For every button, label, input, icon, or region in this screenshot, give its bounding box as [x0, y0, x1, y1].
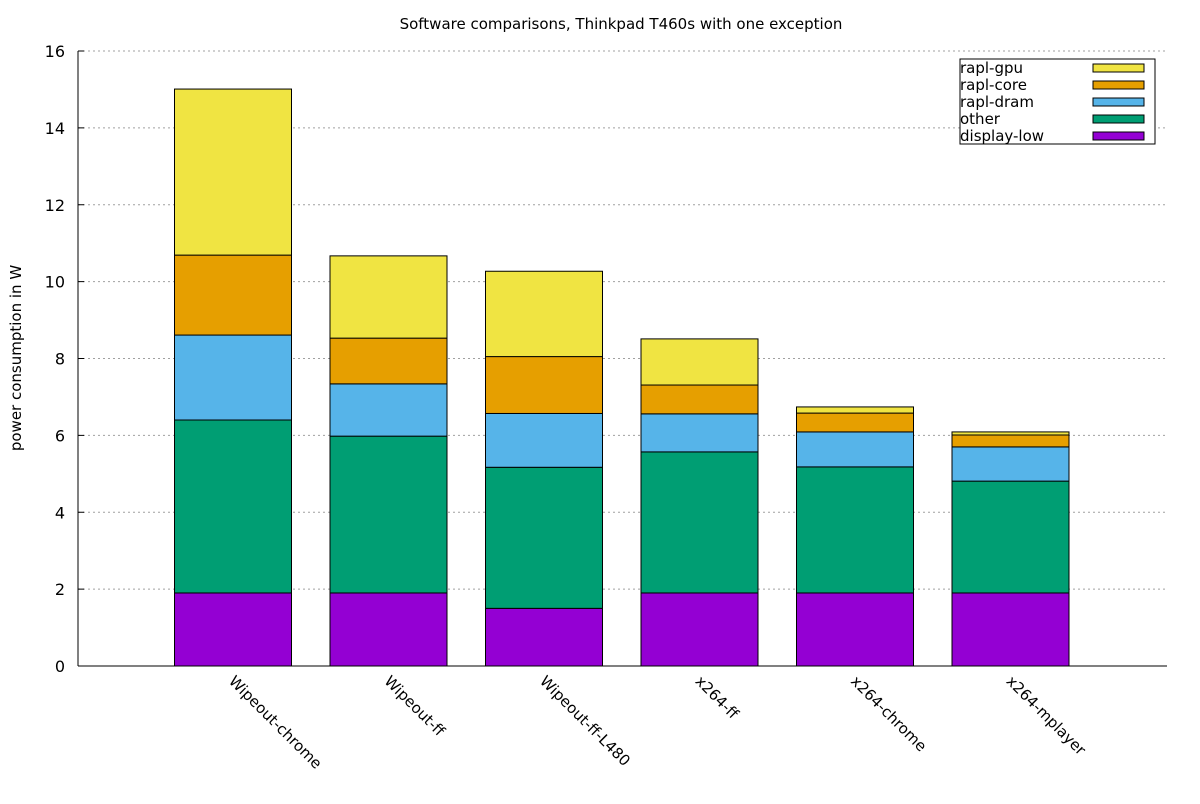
- legend-label: other: [960, 110, 1001, 128]
- bar-segment-rapl-core: [951, 434, 1070, 448]
- bar-segment-display-low: [796, 592, 914, 667]
- chart-title: Software comparisons, Thinkpad T460s wit…: [400, 15, 843, 33]
- bar-segment-rapl-gpu: [174, 88, 292, 256]
- bar-segment-other: [640, 451, 759, 594]
- y-tick-label: 12: [45, 196, 65, 215]
- bar-stack: [329, 255, 448, 667]
- legend-label: display-low: [960, 127, 1044, 145]
- bar-segment-rapl-dram: [174, 334, 292, 421]
- y-tick-label: 4: [55, 503, 65, 522]
- bar-segment-rapl-core: [796, 412, 914, 433]
- x-tick-label: Wipeout-chrome: [225, 672, 325, 772]
- bar-segment-rapl-gpu: [640, 338, 759, 386]
- x-tick-label: x264-chrome: [847, 672, 930, 755]
- x-tick-label: Wipeout-ff-L480: [536, 672, 634, 770]
- bar-segment-rapl-core: [485, 356, 603, 414]
- y-axis-label: power consumption in W: [7, 265, 25, 451]
- legend: rapl-gpurapl-corerapl-dramotherdisplay-l…: [959, 58, 1156, 145]
- bar-segment-rapl-gpu: [796, 406, 914, 414]
- x-axis-ticks: Wipeout-chrome Wipeout-ff Wipeout-ff-L480 x…: [225, 672, 1090, 772]
- bar-segment-rapl-dram: [329, 383, 448, 437]
- y-tick-label: 6: [55, 426, 65, 445]
- bar-segment-display-low: [174, 592, 292, 667]
- bar-segment-other: [329, 435, 448, 594]
- legend-swatch-display-low: [1092, 131, 1145, 141]
- x-tick-label: x264-mplayer: [1003, 672, 1090, 759]
- bar-stack: [951, 431, 1070, 667]
- y-tick-label: 8: [55, 350, 65, 369]
- legend-swatch-rapl-dram: [1092, 97, 1145, 107]
- bar-segment-other: [485, 466, 603, 609]
- bar-segment-display-low: [640, 592, 759, 667]
- legend-swatch-rapl-core: [1092, 80, 1145, 90]
- bar-segment-rapl-gpu: [951, 431, 1070, 436]
- legend-swatch-other: [1092, 114, 1145, 124]
- bar-segment-display-low: [485, 607, 603, 667]
- bar-segment-rapl-core: [640, 384, 759, 415]
- bar-stack: [796, 406, 914, 667]
- bar-segment-display-low: [951, 592, 1070, 667]
- bar-segment-rapl-core: [174, 254, 292, 336]
- y-tick-label: 2: [55, 580, 65, 599]
- y-tick-label: 14: [45, 119, 65, 138]
- x-tick-label: Wipeout-ff: [381, 672, 449, 740]
- legend-label: rapl-core: [960, 76, 1027, 94]
- bar-segment-rapl-dram: [640, 413, 759, 453]
- bar-segment-rapl-core: [329, 337, 448, 385]
- y-tick-label: 10: [45, 273, 65, 292]
- y-axis-ticks: 0 2 4 6 8 10 12 14 16: [45, 42, 84, 676]
- bar-stack: [174, 88, 292, 667]
- legend-label: rapl-gpu: [960, 59, 1023, 77]
- bar-segment-rapl-dram: [485, 412, 603, 468]
- x-tick-label: x264-ff: [692, 672, 743, 723]
- bar-segment-rapl-dram: [796, 431, 914, 468]
- legend-label: rapl-dram: [960, 93, 1034, 111]
- bar-stack: [485, 270, 603, 667]
- legend-swatch-rapl-gpu: [1092, 63, 1145, 73]
- bar-segment-rapl-gpu: [329, 255, 448, 339]
- bar-segment-other: [951, 480, 1070, 594]
- y-tick-label: 16: [45, 42, 65, 61]
- bar-segment-display-low: [329, 592, 448, 667]
- y-tick-label: 0: [55, 657, 65, 676]
- bar-segment-rapl-gpu: [485, 270, 603, 358]
- bar-segment-other: [796, 466, 914, 594]
- bar-segment-rapl-dram: [951, 446, 1070, 482]
- axes: [77, 51, 1167, 667]
- bar-stack: [640, 338, 759, 667]
- bar-segment-other: [174, 419, 292, 594]
- bars: [174, 88, 1070, 667]
